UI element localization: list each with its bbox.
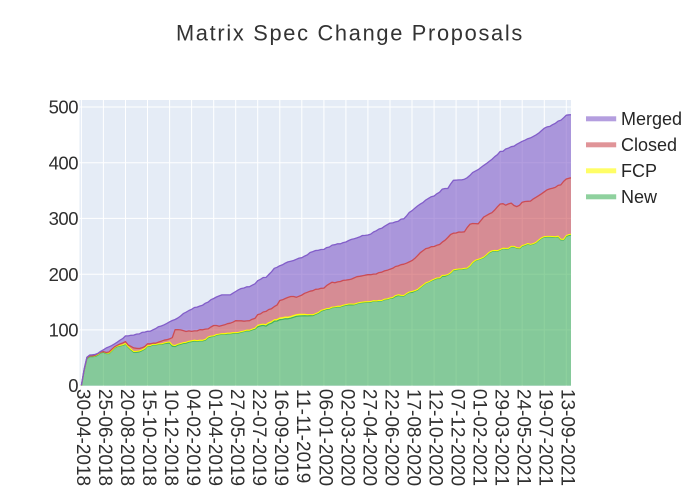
svg-text:13-09-2021: 13-09-2021 (557, 389, 578, 486)
svg-text:22-07-2019: 22-07-2019 (248, 389, 269, 486)
svg-text:30-04-2018: 30-04-2018 (72, 389, 93, 486)
svg-text:FCP: FCP (621, 161, 657, 181)
svg-text:29-03-2021: 29-03-2021 (491, 389, 512, 486)
svg-text:100: 100 (49, 320, 79, 341)
svg-text:500: 500 (49, 97, 79, 118)
svg-text:25-06-2018: 25-06-2018 (94, 389, 115, 486)
svg-text:15-10-2018: 15-10-2018 (138, 389, 159, 486)
svg-text:19-07-2021: 19-07-2021 (535, 389, 556, 486)
svg-text:Closed: Closed (621, 135, 677, 155)
svg-text:27-05-2019: 27-05-2019 (226, 389, 247, 486)
svg-text:20-08-2018: 20-08-2018 (116, 389, 137, 486)
svg-text:06-01-2020: 06-01-2020 (314, 389, 335, 486)
svg-text:300: 300 (49, 208, 79, 229)
svg-text:17-08-2020: 17-08-2020 (402, 389, 423, 486)
svg-text:22-06-2020: 22-06-2020 (380, 389, 401, 486)
svg-text:200: 200 (49, 264, 79, 285)
svg-text:24-05-2021: 24-05-2021 (513, 389, 534, 486)
svg-text:0: 0 (68, 375, 78, 396)
svg-text:Matrix Spec Change Proposals: Matrix Spec Change Proposals (176, 21, 524, 46)
svg-text:10-12-2018: 10-12-2018 (160, 389, 181, 486)
svg-text:01-02-2021: 01-02-2021 (469, 389, 490, 486)
svg-text:16-09-2019: 16-09-2019 (270, 389, 291, 486)
svg-text:12-10-2020: 12-10-2020 (425, 389, 446, 486)
svg-text:27-04-2020: 27-04-2020 (358, 389, 379, 486)
svg-text:New: New (621, 187, 658, 207)
svg-text:07-12-2020: 07-12-2020 (447, 389, 468, 486)
svg-text:02-03-2020: 02-03-2020 (336, 389, 357, 486)
svg-text:01-04-2019: 01-04-2019 (204, 389, 225, 486)
svg-text:04-02-2019: 04-02-2019 (182, 389, 203, 486)
svg-text:400: 400 (49, 152, 79, 173)
svg-text:11-11-2019: 11-11-2019 (292, 389, 313, 483)
svg-text:Merged: Merged (621, 109, 682, 129)
